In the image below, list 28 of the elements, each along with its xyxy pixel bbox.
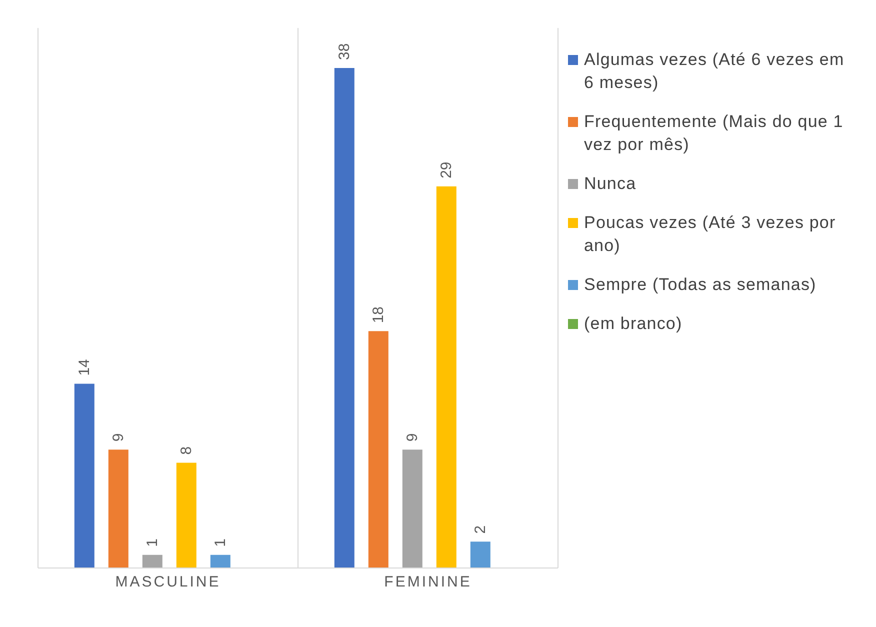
legend-label: Frequentemente (Mais do que 1 vez por mês) [584, 111, 844, 156]
bar [210, 554, 230, 568]
data-label: 1 [212, 538, 229, 547]
x-tick-label: FEMININE [384, 574, 472, 591]
bar [470, 542, 490, 568]
bar [108, 450, 128, 568]
bar [436, 186, 456, 568]
data-label: 14 [76, 359, 93, 376]
data-label: 9 [404, 433, 421, 442]
legend-label: Sempre (Todas as semanas) [584, 274, 816, 296]
x-tick-label: MASCULINE [115, 574, 221, 591]
data-label: 18 [370, 306, 387, 324]
legend-label: Poucas vezes (Até 3 vezes por ano) [584, 212, 837, 257]
data-label: 8 [178, 446, 195, 455]
data-label: 38 [336, 43, 353, 60]
bar [368, 331, 388, 568]
legend-label: Algumas vezes (Até 6 vezes em 6 meses) [584, 49, 846, 94]
legend-label: Nunca [584, 173, 636, 195]
data-label: 2 [472, 525, 489, 534]
legend-label: (em branco) [584, 313, 682, 335]
bar [176, 462, 196, 568]
data-label: 29 [438, 162, 455, 178]
data-label: 9 [110, 433, 127, 442]
bar [142, 554, 162, 568]
data-label: 1 [144, 538, 161, 547]
bar [334, 68, 354, 568]
bar [74, 384, 94, 568]
bar [402, 450, 422, 568]
